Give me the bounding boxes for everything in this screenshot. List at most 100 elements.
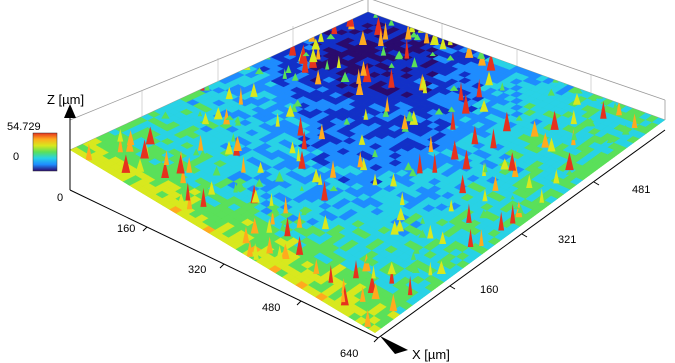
surface-peak (384, 96, 390, 112)
surface-peak (553, 169, 560, 184)
surface-peak (254, 67, 264, 75)
surface-peak (449, 85, 459, 91)
surface-peak (242, 226, 250, 244)
surface-peak (401, 114, 409, 130)
surface-peak (186, 156, 193, 173)
surface-peak (314, 69, 322, 85)
surface-peak (309, 48, 318, 63)
surface-peak (395, 219, 405, 232)
surface-peak (163, 150, 170, 166)
surface-peak (234, 117, 241, 123)
surface-peak (404, 22, 412, 40)
surface-peak (388, 62, 395, 68)
surface-peak (479, 209, 489, 219)
surface-peak (373, 12, 378, 18)
surface-peak (389, 265, 395, 284)
surface-peak (329, 160, 337, 178)
surface-peak (436, 260, 446, 274)
surface-peak (295, 235, 304, 255)
surface-peak (331, 16, 338, 35)
surface-cell (651, 117, 665, 125)
surface-peak (135, 158, 145, 172)
y-tick-label: 481 (632, 184, 650, 196)
surface-peak (552, 74, 559, 83)
surface-peak (269, 192, 274, 206)
surface-peak (364, 309, 372, 327)
surface-peak (586, 117, 596, 127)
surface-peak (411, 264, 420, 273)
surface-peak (355, 78, 364, 95)
surface-peak (446, 55, 455, 61)
surface-peak (371, 282, 380, 300)
surface-peak (302, 52, 310, 57)
surface-peak (250, 217, 259, 234)
surface-peak (380, 46, 387, 56)
surface-peak (512, 150, 519, 155)
surface-peak (408, 168, 417, 177)
surface-peak (233, 182, 238, 193)
surface-peak (299, 185, 304, 191)
surface-peak (465, 42, 474, 58)
surface-peak (200, 187, 207, 207)
surface-peak (572, 93, 581, 105)
surface-peak (301, 205, 307, 216)
surface-peak (212, 166, 221, 176)
surface-peak (447, 106, 456, 112)
surface-peak (515, 115, 523, 121)
surface-peak (225, 115, 234, 121)
surface-peak (416, 153, 423, 174)
z-axis-label: Z [µm] (47, 92, 84, 107)
surface-peak (357, 151, 364, 168)
color-scale-min: 0 (13, 151, 19, 163)
surface-peak (461, 93, 470, 114)
surface-peak (439, 36, 447, 50)
surface-peak (296, 147, 301, 162)
surface-peak (117, 135, 123, 153)
surface-peak (575, 88, 583, 94)
surface-peak (492, 175, 499, 191)
surface-peak (140, 139, 149, 159)
surface-peak (508, 152, 517, 171)
surface-peak (285, 64, 292, 73)
surface-peak (161, 160, 170, 179)
surface-peak (486, 52, 496, 71)
surface-peak (600, 100, 607, 119)
surface-peak (117, 129, 124, 142)
surface-peak (423, 28, 430, 44)
surface-peak (315, 43, 321, 60)
z-axis-arrow (64, 104, 76, 118)
surface-peak (467, 228, 474, 248)
surface-peak (372, 149, 378, 158)
surface-peak (390, 173, 397, 187)
surface-peak (185, 182, 191, 201)
surface-peak (359, 286, 366, 302)
surface-peak (410, 251, 416, 260)
surface-peak (420, 217, 425, 224)
surface-peak (564, 79, 570, 85)
surface-peak (547, 88, 555, 96)
surface-peak (291, 72, 299, 81)
surface-peak (275, 171, 284, 182)
z-origin-label: 0 (57, 192, 63, 204)
surface-peak (326, 33, 336, 40)
surface-peak (224, 140, 234, 155)
surface-peak (371, 265, 376, 279)
surface-peak (343, 117, 350, 125)
surface-peak (550, 110, 559, 130)
surface-peak (388, 18, 395, 26)
surface-peak (145, 126, 155, 145)
surface-peak (509, 203, 516, 224)
surface-peak (409, 110, 419, 125)
surface-peak (251, 189, 260, 203)
surface-peak (321, 215, 329, 230)
surface-peak (275, 112, 280, 127)
surface-peak (301, 130, 308, 150)
surface-peak (413, 244, 420, 254)
x-tick-label: 640 (340, 348, 358, 360)
surface-peak (490, 128, 497, 149)
surface-peak (301, 53, 309, 73)
surface-peak (285, 104, 295, 117)
surface-peak (233, 136, 242, 152)
surface-peak (364, 256, 373, 264)
